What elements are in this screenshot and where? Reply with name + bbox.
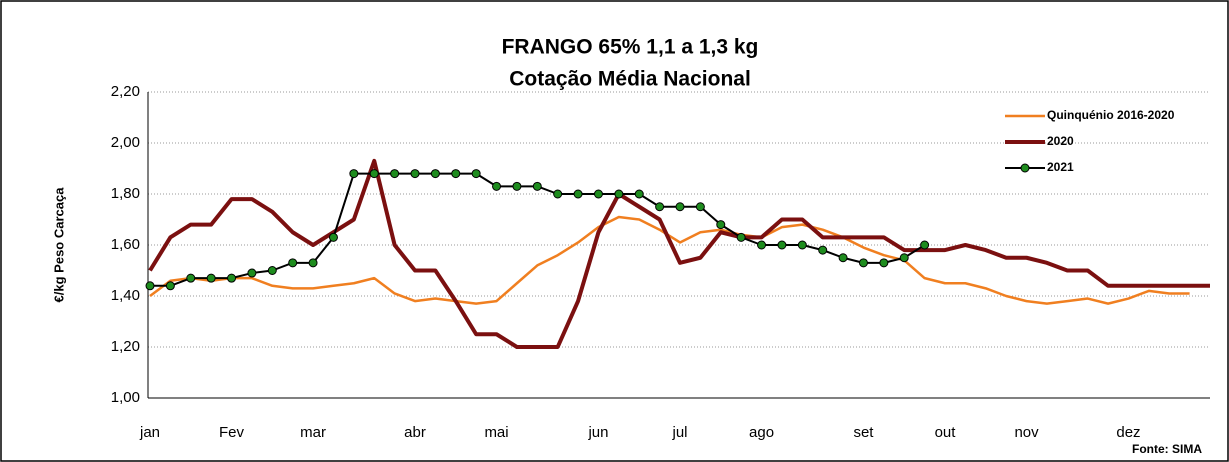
marker (777, 240, 787, 250)
marker (757, 240, 767, 250)
marker (899, 253, 909, 263)
marker (736, 232, 746, 242)
legend-label: 2021 (1047, 160, 1074, 174)
x-tick-label: dez (1116, 424, 1140, 441)
marker (593, 189, 603, 199)
line-1 (148, 158, 1210, 349)
x-tick-label: mar (300, 424, 326, 441)
legend-label: Quinquénio 2016-2020 (1047, 108, 1175, 122)
marker (227, 273, 237, 283)
marker (390, 169, 400, 179)
x-tick-label: set (853, 424, 874, 441)
x-tick-label: Fev (219, 424, 245, 441)
marker (369, 169, 379, 179)
marker (614, 189, 624, 199)
marker (634, 189, 644, 199)
chart-title: FRANGO 65% 1,1 a 1,3 kg (502, 36, 759, 59)
legend-marker (1020, 163, 1030, 173)
marker (288, 258, 298, 268)
y-tick-label: 1,00 (111, 389, 140, 406)
marker (675, 202, 685, 212)
marker (512, 181, 522, 191)
legend-label: 2020 (1047, 134, 1074, 148)
chart-subtitle: Cotação Média Nacional (509, 68, 751, 91)
y-tick-label: 1,20 (111, 338, 140, 355)
marker (430, 169, 440, 179)
marker (716, 220, 726, 230)
y-tick-label: 1,60 (111, 236, 140, 253)
marker (165, 281, 175, 291)
marker (328, 232, 338, 242)
x-tick-label: ago (749, 424, 774, 441)
marker (186, 273, 196, 283)
y-tick-label: 2,20 (111, 83, 140, 100)
marker (553, 189, 563, 199)
x-tick-label: jul (671, 424, 687, 441)
marker (818, 245, 828, 255)
y-tick-label: 1,80 (111, 185, 140, 202)
line-0 (149, 215, 1190, 305)
marker (879, 258, 889, 268)
marker (145, 281, 155, 291)
marker (247, 268, 257, 278)
marker (206, 273, 216, 283)
marker (573, 189, 583, 199)
marker (471, 169, 481, 179)
marker (655, 202, 665, 212)
marker (920, 240, 930, 250)
y-axis-label: €/kg Peso Carcaça (51, 187, 66, 303)
marker (797, 240, 807, 250)
y-tick-label: 1,40 (111, 287, 140, 304)
marker (858, 258, 868, 268)
x-tick-label: out (935, 424, 957, 441)
x-tick-label: jan (139, 424, 160, 441)
x-tick-label: abr (404, 424, 426, 441)
marker (492, 181, 502, 191)
source: Fonte: SIMA (1132, 442, 1202, 456)
marker (410, 169, 420, 179)
marker (532, 181, 542, 191)
marker (349, 169, 359, 179)
marker (695, 202, 705, 212)
x-tick-label: mai (484, 424, 508, 441)
marker (451, 169, 461, 179)
marker (308, 258, 318, 268)
x-tick-label: jun (587, 424, 608, 441)
y-tick-label: 2,00 (111, 134, 140, 151)
x-tick-label: nov (1014, 424, 1039, 441)
marker (838, 253, 848, 263)
marker (267, 266, 277, 275)
